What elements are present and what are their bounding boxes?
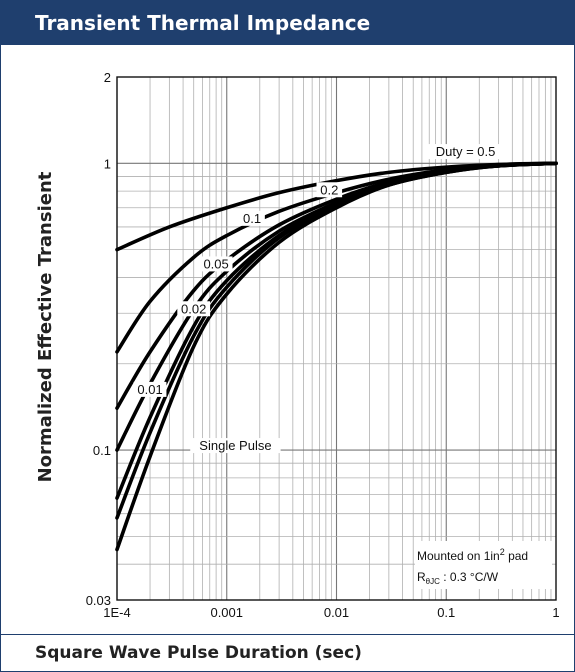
mounting-note-base: Mounted on 1in	[417, 549, 500, 563]
y-tick-label: 0.1	[93, 443, 111, 458]
rth-value: : 0.3 °C/W	[440, 570, 499, 584]
curve-label: 0.2	[316, 182, 343, 198]
chart-area: 1E-4 0.001 0.01 0.1 1 0.03 0.1 1 2 Duty = 0.5 0.…	[35, 70, 560, 620]
curve-label-text: Single Pulse	[199, 438, 271, 453]
series-line-6	[115, 161, 558, 552]
x-tick-label: 0.01	[324, 605, 349, 620]
y-axis-label: Normalized Effective Transient	[35, 171, 56, 482]
x-axis-label: Square Wave Pulse Duration (sec)	[1, 634, 574, 671]
y-tick-label: 0.03	[86, 593, 111, 608]
mounting-note-tail: pad	[505, 549, 528, 563]
mounting-note-text: Mounted on 1in2 pad	[417, 547, 528, 563]
y-tick-labels: 0.03 0.1 1 2	[86, 70, 111, 608]
plot-border	[116, 76, 557, 601]
y-tick-label: 2	[104, 70, 111, 85]
curve-label: 0.02	[177, 301, 211, 317]
curve-label-text: 0.01	[137, 382, 162, 397]
curve-label: 0.1	[239, 210, 265, 226]
curve-label: Duty = 0.5	[427, 144, 504, 160]
mounting-note-sup: 2	[500, 547, 505, 557]
curve-labels: Duty = 0.5 0.2 0.1 0.05 0.02 0.01 Single Pulse	[133, 144, 504, 454]
chart-title: Transient Thermal Impedance	[1, 1, 574, 45]
curve-label: Single Pulse	[190, 438, 281, 454]
curve-label-text: 0.2	[320, 182, 338, 197]
curve-label-text: Duty = 0.5	[436, 144, 496, 159]
rth-note-text: RθJC : 0.3 °C/W	[417, 570, 499, 586]
rth-symbol: R	[417, 570, 426, 584]
curve-label: 0.05	[199, 256, 233, 272]
curve-label-text: 0.02	[181, 301, 206, 316]
mounting-note: Mounted on 1in2 pad RθJC : 0.3 °C/W	[415, 541, 552, 589]
curve-label-text: 0.05	[203, 256, 228, 271]
x-tick-label: 0.001	[210, 605, 243, 620]
y-tick-label: 1	[104, 156, 111, 171]
x-tick-label: 1E-4	[103, 605, 130, 620]
x-tick-label: 0.1	[437, 605, 455, 620]
x-tick-labels: 1E-4 0.001 0.01 0.1 1	[103, 605, 559, 620]
rth-subscript: θJC	[426, 577, 440, 586]
x-tick-label: 1	[552, 605, 559, 620]
curve-label: 0.01	[133, 381, 167, 397]
curve-label-text: 0.1	[243, 211, 261, 226]
